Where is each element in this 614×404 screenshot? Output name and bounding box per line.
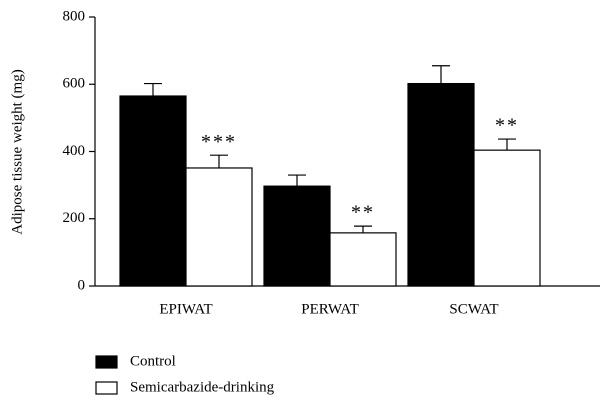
y-tick-label: 400 (63, 143, 86, 159)
y-axis-label: Adipose tissue weight (mg) (9, 69, 25, 234)
y-tick-label: 600 (63, 76, 86, 92)
bar (185, 167, 253, 287)
y-tick-label: 200 (63, 210, 86, 226)
legend-swatch (95, 355, 118, 369)
y-tick-label: 800 (63, 8, 86, 24)
x-tick-label: EPIWAT (159, 301, 212, 317)
significance-label: ** (351, 202, 375, 224)
significance-label: *** (201, 131, 237, 153)
legend-label: Control (130, 353, 176, 369)
bar (329, 232, 397, 287)
significance-label: ** (495, 115, 519, 137)
bar (473, 149, 541, 287)
bar (407, 82, 475, 287)
y-tick-label: 0 (78, 277, 86, 293)
bar (263, 185, 331, 287)
bar (119, 95, 187, 287)
x-tick-label: SCWAT (449, 301, 498, 317)
x-tick-label: PERWAT (301, 301, 359, 317)
legend-swatch (95, 381, 118, 395)
legend-label: Semicarbazide-drinking (130, 379, 275, 395)
